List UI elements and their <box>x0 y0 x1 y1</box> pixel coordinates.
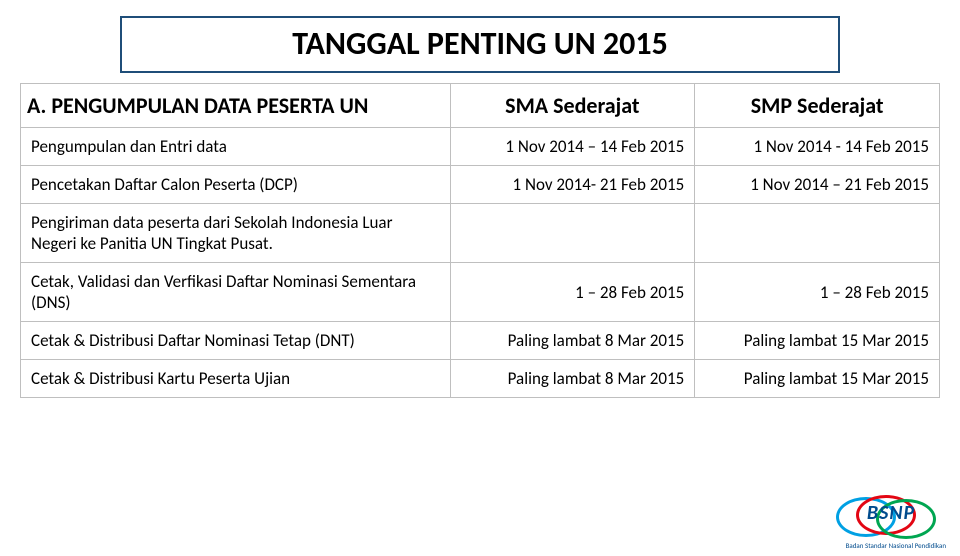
page-title-box: TANGGAL PENTING UN 2015 <box>120 16 840 73</box>
cell-sma <box>450 204 695 263</box>
cell-smp: 1 Nov 2014 - 14 Feb 2015 <box>695 128 940 166</box>
header-col2: SMA Sederajat <box>450 84 695 128</box>
table-row: Cetak, Validasi dan Verfikasi Daftar Nom… <box>21 263 940 322</box>
table-row: Pengumpulan dan Entri data 1 Nov 2014 – … <box>21 128 940 166</box>
table-row: Pengiriman data peserta dari Sekolah Ind… <box>21 204 940 263</box>
table-row: Cetak & Distribusi Daftar Nominasi Tetap… <box>21 322 940 360</box>
logo-ellipses: BSNP <box>836 495 936 539</box>
cell-sma: Paling lambat 8 Mar 2015 <box>450 322 695 360</box>
cell-activity: Cetak, Validasi dan Verfikasi Daftar Nom… <box>21 263 451 322</box>
cell-activity: Pengiriman data peserta dari Sekolah Ind… <box>21 204 451 263</box>
schedule-table: A. PENGUMPULAN DATA PESERTA UN SMA Seder… <box>20 83 940 398</box>
cell-activity: Pengumpulan dan Entri data <box>21 128 451 166</box>
cell-activity: Pencetakan Daftar Calon Peserta (DCP) <box>21 166 451 204</box>
cell-smp: 1 Nov 2014 – 21 Feb 2015 <box>695 166 940 204</box>
cell-smp: Paling lambat 15 Mar 2015 <box>695 360 940 398</box>
cell-activity: Cetak & Distribusi Kartu Peserta Ujian <box>21 360 451 398</box>
cell-sma: 1 Nov 2014- 21 Feb 2015 <box>450 166 695 204</box>
cell-smp: Paling lambat 15 Mar 2015 <box>695 322 940 360</box>
cell-sma: 1 – 28 Feb 2015 <box>450 263 695 322</box>
logo-text: BSNP <box>856 501 926 525</box>
cell-activity: Cetak & Distribusi Daftar Nominasi Tetap… <box>21 322 451 360</box>
cell-sma: 1 Nov 2014 – 14 Feb 2015 <box>450 128 695 166</box>
logo-subtitle: Badan Standar Nasional Pendidikan <box>836 541 946 550</box>
table-row: Pencetakan Daftar Calon Peserta (DCP) 1 … <box>21 166 940 204</box>
table-row: Cetak & Distribusi Kartu Peserta Ujian P… <box>21 360 940 398</box>
table-body: Pengumpulan dan Entri data 1 Nov 2014 – … <box>21 128 940 398</box>
cell-sma: Paling lambat 8 Mar 2015 <box>450 360 695 398</box>
page-title: TANGGAL PENTING UN 2015 <box>292 24 668 63</box>
header-col3: SMP Sederajat <box>695 84 940 128</box>
bsnp-logo: BSNP Badan Standar Nasional Pendidikan <box>836 495 946 550</box>
cell-smp: 1 – 28 Feb 2015 <box>695 263 940 322</box>
cell-smp <box>695 204 940 263</box>
header-col1: A. PENGUMPULAN DATA PESERTA UN <box>21 84 451 128</box>
table-header-row: A. PENGUMPULAN DATA PESERTA UN SMA Seder… <box>21 84 940 128</box>
